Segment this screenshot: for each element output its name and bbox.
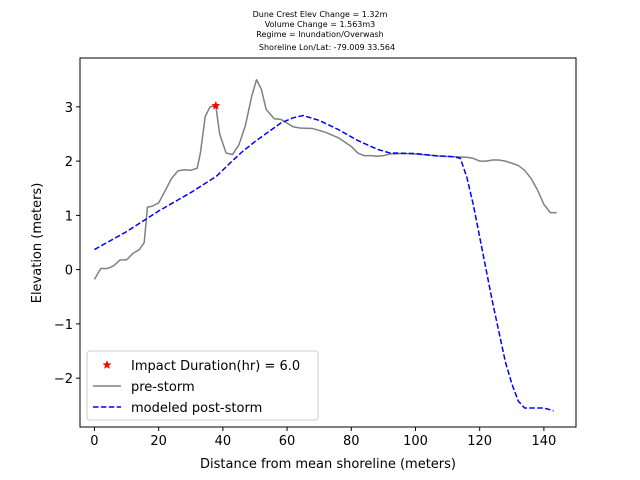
x-tick-label: 100 — [403, 434, 428, 449]
legend-star-symbol — [102, 360, 112, 369]
legend-label: modeled post-storm — [131, 401, 262, 416]
x-tick-label: 20 — [150, 434, 167, 449]
y-tick-label: 0 — [65, 264, 73, 279]
x-axis-label: Distance from mean shoreline (meters) — [200, 457, 456, 472]
x-tick-label: 140 — [531, 434, 556, 449]
legend-entry-pre-storm: pre-storm — [93, 380, 195, 395]
marker-layer — [211, 100, 221, 110]
x-tick-label: 0 — [90, 434, 98, 449]
chart-title: Dune Crest Elev Change = 1.32m Volume Ch… — [253, 10, 395, 52]
x-tick-label: 60 — [279, 434, 296, 449]
axes-frame — [79, 57, 577, 428]
impact-marker — [211, 100, 221, 110]
x-tick-label: 80 — [343, 434, 360, 449]
title-line-2: Volume Change = 1.563m3 — [265, 20, 376, 29]
legend-entry-impact: Impact Duration(hr) = 6.0 — [102, 359, 300, 374]
legend-label: Impact Duration(hr) = 6.0 — [131, 359, 300, 374]
x-tick-label: 120 — [467, 434, 492, 449]
title-line-1: Dune Crest Elev Change = 1.32m — [253, 10, 388, 19]
legend: Impact Duration(hr) = 6.0 pre-storm modele… — [86, 350, 319, 421]
legend-entries: Impact Duration(hr) = 6.0 pre-storm modele… — [93, 359, 300, 416]
y-tick-label: 2 — [65, 155, 73, 170]
legend-label: pre-storm — [131, 380, 195, 395]
y-tick-label: −1 — [54, 318, 73, 333]
y-axis-label: Elevation (meters) — [30, 183, 45, 304]
series-layer — [93, 78, 557, 412]
legend-frame — [86, 350, 319, 421]
plot-area: 0 20 40 60 80 100 120 140 −2 −1 0 1 2 3 — [54, 57, 577, 449]
title-line-3: Regime = Inundation/Overwash — [256, 30, 383, 39]
x-tick-label: 40 — [215, 434, 232, 449]
series-line-post-storm — [94, 114, 554, 412]
legend-entry-post-storm: modeled post-storm — [93, 401, 262, 416]
title-line-4: Shoreline Lon/Lat: -79.009 33.564 — [259, 43, 395, 52]
series-line-pre-storm — [93, 78, 557, 280]
y-tick-label: 1 — [65, 209, 73, 224]
x-axis-ticks: 0 20 40 60 80 100 120 140 — [90, 427, 556, 449]
y-tick-label: 3 — [65, 101, 73, 116]
y-tick-label: −2 — [54, 372, 73, 387]
y-axis-ticks: −2 −1 0 1 2 3 — [54, 101, 80, 387]
